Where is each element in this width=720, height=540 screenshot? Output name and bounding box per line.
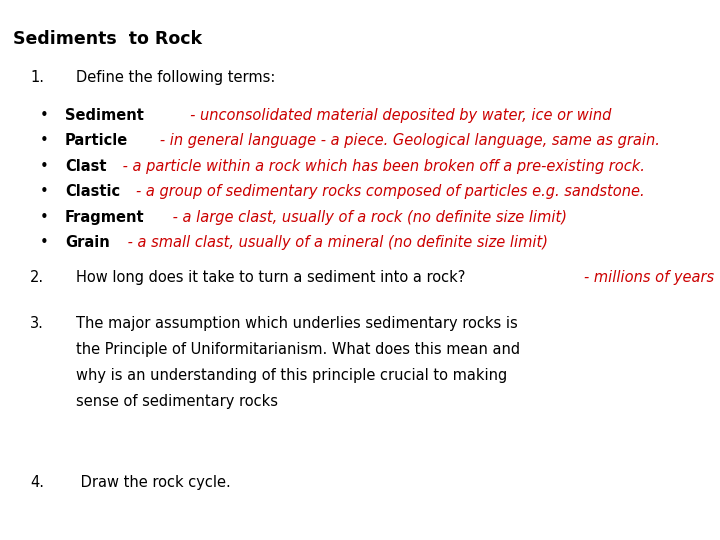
- Text: - a particle within a rock which has been broken off a pre-existing rock.: - a particle within a rock which has bee…: [118, 159, 645, 174]
- Text: 1.: 1.: [30, 70, 44, 85]
- Text: •: •: [40, 159, 48, 174]
- Text: •: •: [40, 133, 48, 148]
- Text: •: •: [40, 108, 48, 123]
- Text: Sediment: Sediment: [65, 108, 144, 123]
- Text: why is an understanding of this principle crucial to making: why is an understanding of this principl…: [76, 368, 507, 383]
- Text: sense of sedimentary rocks: sense of sedimentary rocks: [76, 394, 278, 409]
- Text: How long does it take to turn a sediment into a rock?: How long does it take to turn a sediment…: [76, 270, 469, 285]
- Text: Define the following terms:: Define the following terms:: [76, 70, 275, 85]
- Text: Draw the rock cycle.: Draw the rock cycle.: [76, 475, 230, 490]
- Text: - unconsolidated material deposited by water, ice or wind: - unconsolidated material deposited by w…: [166, 108, 611, 123]
- Text: - in general language - a piece. Geological language, same as grain.: - in general language - a piece. Geologi…: [146, 133, 660, 148]
- Text: - a large clast, usually of a rock (no definite size limit): - a large clast, usually of a rock (no d…: [168, 210, 567, 225]
- Text: 2.: 2.: [30, 270, 45, 285]
- Text: Fragment: Fragment: [65, 210, 145, 225]
- Text: 3.: 3.: [30, 316, 44, 331]
- Text: - a small clast, usually of a mineral (no definite size limit): - a small clast, usually of a mineral (n…: [122, 235, 547, 250]
- Text: •: •: [40, 184, 48, 199]
- Text: Clast: Clast: [65, 159, 107, 174]
- Text: the Principle of Uniformitarianism. What does this mean and: the Principle of Uniformitarianism. What…: [76, 342, 520, 357]
- Text: Clastic: Clastic: [65, 184, 120, 199]
- Text: - a group of sedimentary rocks composed of particles e.g. sandstone.: - a group of sedimentary rocks composed …: [136, 184, 644, 199]
- Text: 4.: 4.: [30, 475, 44, 490]
- Text: - millions of years: - millions of years: [584, 270, 714, 285]
- Text: •: •: [40, 235, 48, 250]
- Text: Particle: Particle: [65, 133, 128, 148]
- Text: •: •: [40, 210, 48, 225]
- Text: The major assumption which underlies sedimentary rocks is: The major assumption which underlies sed…: [76, 316, 518, 331]
- Text: Sediments  to Rock: Sediments to Rock: [13, 30, 202, 48]
- Text: Grain: Grain: [65, 235, 109, 250]
